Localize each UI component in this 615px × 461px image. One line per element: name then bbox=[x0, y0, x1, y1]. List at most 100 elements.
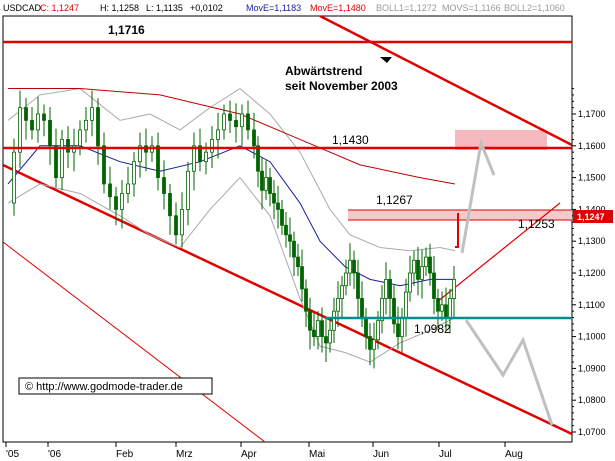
candle-body bbox=[138, 145, 142, 163]
x-tick-label: Jun bbox=[373, 449, 389, 460]
header-symbol: USDCAD bbox=[3, 3, 42, 13]
candle-body bbox=[432, 272, 436, 299]
candle-body bbox=[328, 329, 332, 344]
candle-body bbox=[284, 224, 288, 236]
candle-body bbox=[352, 259, 356, 274]
copyright-text: © http://www.godmode-trader.de bbox=[25, 381, 183, 393]
x-tick-label: Mai bbox=[309, 449, 325, 460]
candle-body bbox=[30, 119, 34, 131]
candle-body bbox=[174, 215, 178, 236]
candle-body bbox=[42, 113, 46, 121]
candle-body bbox=[392, 298, 396, 325]
thin-trend-line bbox=[3, 241, 266, 442]
candle-body bbox=[276, 202, 280, 210]
candle-body bbox=[368, 336, 372, 350]
candle-body bbox=[280, 208, 284, 226]
candle-body bbox=[380, 298, 384, 322]
scenario-path-down bbox=[464, 319, 554, 426]
annotation-1430: 1,1430 bbox=[332, 133, 369, 147]
candle-body bbox=[228, 113, 232, 121]
candle-body bbox=[428, 256, 432, 274]
candle-body bbox=[272, 193, 276, 204]
candle-body bbox=[36, 113, 40, 131]
candle-body bbox=[396, 323, 400, 338]
candle-body bbox=[162, 177, 166, 194]
header-close: C: 1,1247 bbox=[40, 3, 79, 13]
candle-body bbox=[260, 170, 264, 191]
candle-body bbox=[264, 177, 268, 191]
candle-body bbox=[344, 272, 348, 287]
y-tick-label: 1,0800 bbox=[578, 395, 606, 405]
candle-body bbox=[234, 119, 238, 128]
x-tick-label: Apr bbox=[241, 449, 257, 460]
candle-body bbox=[186, 170, 190, 210]
candle-body bbox=[90, 107, 94, 121]
candle-body bbox=[222, 113, 226, 131]
y-tick-label: 1,1100 bbox=[578, 300, 605, 310]
header-move-long: MovE=1,1480 bbox=[310, 3, 366, 13]
candle-body bbox=[256, 145, 260, 172]
y-tick-label: 1,1300 bbox=[578, 236, 606, 246]
header-change: +0,0102 bbox=[190, 3, 223, 13]
downtrend-line-upper bbox=[319, 16, 572, 147]
candle-body bbox=[180, 208, 184, 236]
candle-body bbox=[102, 145, 106, 185]
candle-body bbox=[320, 320, 324, 338]
annotation-1253: 1,1253 bbox=[518, 217, 555, 231]
x-tick-label: '05 bbox=[6, 449, 19, 460]
candle-body bbox=[376, 320, 380, 341]
candle-body bbox=[336, 298, 340, 312]
candle-body bbox=[360, 298, 364, 318]
candle-body bbox=[54, 145, 58, 179]
candle-body bbox=[156, 145, 160, 179]
candle-body bbox=[312, 329, 316, 337]
y-tick-label: 1,1500 bbox=[578, 173, 606, 183]
candle-body bbox=[12, 151, 16, 204]
x-tick-label: Aug bbox=[505, 449, 523, 460]
y-tick-label: 1,1000 bbox=[578, 332, 606, 342]
candle-body bbox=[296, 256, 300, 268]
bollinger-lower bbox=[7, 176, 456, 363]
candle-body bbox=[420, 266, 424, 280]
x-tick-label: Mrz bbox=[176, 449, 193, 460]
candle-body bbox=[246, 113, 250, 131]
candle-body bbox=[198, 145, 202, 163]
header-boll1: BOLL1=1,1272 bbox=[376, 3, 437, 13]
header-low: L: 1,1135 bbox=[146, 3, 183, 13]
y-tick-label: 1,1700 bbox=[578, 109, 606, 119]
header-movs: MOVS=1,1166 bbox=[442, 3, 501, 13]
candle-body bbox=[356, 272, 360, 299]
candle-body bbox=[168, 193, 172, 217]
scenario-path-up bbox=[460, 137, 496, 254]
x-axis: '05 '06 Feb Mrz Apr Mai Jun Jul Aug bbox=[5, 442, 523, 460]
candle-body bbox=[300, 266, 304, 290]
annotation-peak: 1,1716 bbox=[108, 23, 145, 37]
copyright-box: © http://www.godmode-trader.de bbox=[18, 377, 213, 395]
chart-header: USDCAD C: 1,1247 H: 1,1258 L: 1,1135 +0,… bbox=[0, 0, 615, 15]
candle-body bbox=[324, 336, 328, 344]
annotation-1267: 1,1267 bbox=[376, 193, 413, 207]
y-tick-label: 1,1600 bbox=[578, 141, 606, 151]
candle-body bbox=[252, 129, 256, 147]
candle-body bbox=[288, 234, 292, 242]
candle-body bbox=[424, 256, 428, 268]
x-tick-label: '06 bbox=[48, 449, 61, 460]
annotation-trend-2: seit November 2003 bbox=[285, 79, 398, 93]
candle-body bbox=[216, 129, 220, 140]
candle-body bbox=[364, 317, 368, 337]
header-boll2: BOLL2=1,1060 bbox=[504, 3, 565, 13]
candle-body bbox=[192, 145, 196, 172]
candle-body bbox=[114, 196, 118, 210]
candle-body bbox=[132, 161, 136, 185]
candle-body bbox=[332, 310, 336, 331]
y-tick-label: 1,0900 bbox=[578, 363, 606, 373]
candle-body bbox=[18, 107, 22, 153]
header-move-short: MovE=1,1183 bbox=[246, 3, 301, 13]
candle-body bbox=[96, 107, 100, 147]
y-tick-label: 1,0700 bbox=[578, 427, 606, 437]
x-tick-label: Feb bbox=[116, 449, 134, 460]
x-tick-label: Jul bbox=[439, 449, 452, 460]
candle-body bbox=[416, 259, 420, 280]
candle-body bbox=[210, 139, 214, 153]
